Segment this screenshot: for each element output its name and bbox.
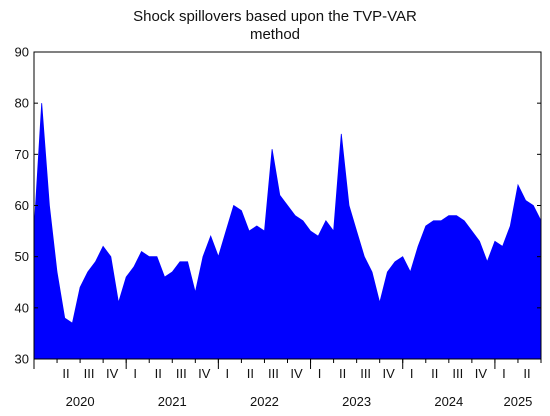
x-quarter-label: I [318,366,322,381]
y-tick-label: 60 [15,198,29,213]
x-quarter-label: IV [106,366,119,381]
x-quarter-label: III [268,366,279,381]
x-quarter-label: IV [383,366,396,381]
x-quarter-label: III [360,366,371,381]
x-quarter-label: I [226,366,230,381]
x-quarter-label: I [502,366,506,381]
x-year-label: 2020 [66,394,95,409]
x-year-label: 2021 [158,394,187,409]
x-year-label: 2023 [342,394,371,409]
x-quarter-label: III [176,366,187,381]
x-quarter-label: IV [198,366,211,381]
chart-title-line-2: method [249,26,301,43]
x-quarter-label: II [339,366,346,381]
y-tick-label: 70 [15,147,29,162]
y-tick-label: 40 [15,300,29,315]
x-quarter-label: II [62,366,69,381]
y-tick-label: 90 [15,45,29,60]
y-tick-label: 80 [15,96,29,111]
spillover-area-series [33,103,542,360]
x-year-label: 2024 [434,394,463,409]
x-quarter-label: II [431,366,438,381]
x-year-label: 2022 [250,394,279,409]
x-quarter-label: II [247,366,254,381]
x-quarter-label: I [133,366,137,381]
y-tick-label: 50 [15,249,29,264]
x-quarter-label: III [452,366,463,381]
x-quarter-label: IV [290,366,303,381]
x-quarter-label: II [155,366,162,381]
chart-title-line-1: Shock spillovers based upon the TVP-VAR [133,8,417,25]
x-quarter-label: I [410,366,414,381]
x-quarter-label: IV [475,366,488,381]
x-quarter-label: III [84,366,95,381]
x-quarter-label: II [523,366,530,381]
x-year-label: 2025 [503,394,532,409]
y-tick-label: 30 [15,352,29,367]
